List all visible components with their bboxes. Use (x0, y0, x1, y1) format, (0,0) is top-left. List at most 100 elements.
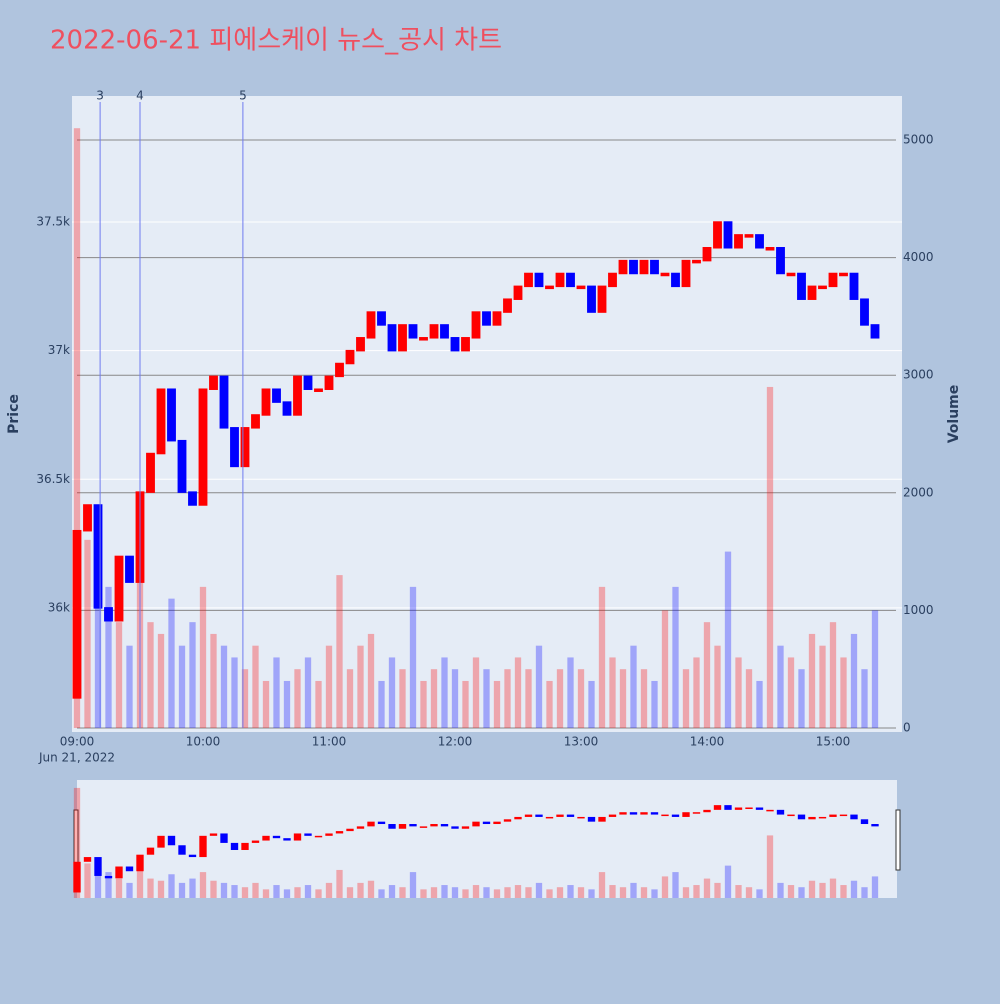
mini-volume-bar (525, 887, 532, 898)
mini-volume-bar (357, 882, 364, 898)
x-subtitle: Jun 21, 2022 (38, 751, 115, 765)
mini-volume-bar (178, 882, 186, 898)
x-tick-label: 10:00 (186, 735, 221, 749)
mini-volume-bar (556, 887, 564, 898)
mini-volume-bar (871, 876, 879, 898)
y-tick-label: 36k (48, 600, 70, 614)
mini-volume-bar (703, 878, 711, 898)
mini-candle-body (346, 828, 354, 832)
mini-candle-body (619, 812, 627, 815)
mini-volume-bar (157, 880, 165, 898)
mini-candle-body (419, 826, 428, 828)
volume-bar (430, 669, 438, 728)
candle-body (860, 298, 869, 326)
candle-body (167, 388, 176, 442)
mini-candle-body (409, 824, 417, 827)
range-slider[interactable] (77, 780, 897, 898)
mini-candle-body (745, 807, 753, 809)
mini-volume-bar (84, 863, 91, 898)
volume-bar (777, 645, 784, 728)
volume-bar (357, 645, 364, 728)
mini-volume-bar (346, 887, 354, 898)
volume-bar (210, 633, 217, 728)
candle-body (125, 555, 134, 583)
mini-candle-body (755, 807, 764, 810)
mini-candle-body (314, 835, 323, 838)
mini-candle-body (115, 866, 123, 879)
mini-candle-body (73, 861, 81, 893)
volume-bar (73, 128, 81, 729)
volume-bar (409, 586, 417, 728)
volume-bar (105, 586, 112, 728)
volume-bar (483, 669, 490, 728)
volume-bar (630, 645, 637, 728)
candle-body (440, 324, 449, 339)
candle-body (429, 324, 439, 339)
volume-bar (273, 657, 280, 728)
candle-body (545, 285, 554, 290)
mini-volume-bar (745, 887, 753, 898)
candle-body (461, 337, 470, 352)
y2-tick-label: 4000 (903, 250, 934, 264)
mini-candle-body (188, 854, 197, 858)
y-tick-label: 37k (48, 343, 70, 357)
mini-volume-bar (409, 872, 417, 898)
mini-volume-bar (682, 887, 690, 898)
event-label: 5 (239, 89, 247, 103)
slider-handle[interactable] (895, 809, 901, 871)
mini-volume-bar (420, 889, 427, 898)
mini-volume-bar (304, 885, 312, 898)
candle-body (293, 375, 302, 416)
candle-body (524, 272, 533, 288)
candle-body (398, 324, 407, 352)
mini-volume-bar (640, 887, 648, 898)
mini-volume-bar (378, 889, 385, 898)
volume-bar (399, 669, 406, 728)
candle-body (177, 439, 187, 493)
y2-tick-label: 0 (903, 721, 911, 735)
chart-title: 2022-06-21 피에스케이 뉴스_공시 차트 (50, 26, 502, 56)
candle-body (282, 401, 292, 416)
mini-candle-body (125, 866, 134, 872)
mini-volume-bar (325, 882, 333, 898)
mini-candle-body (325, 833, 333, 836)
mini-volume-bar (367, 880, 375, 898)
volume-bar (808, 633, 816, 728)
candle-body (818, 285, 827, 290)
candle-body (188, 491, 197, 506)
candle-body (72, 529, 82, 699)
candle-body (450, 337, 460, 352)
candle-body (503, 298, 512, 313)
candle-body (198, 388, 208, 506)
mini-volume-bar (168, 874, 175, 898)
mini-candle-body (209, 833, 218, 836)
volume-bar (829, 622, 837, 728)
mini-volume-bar (472, 885, 480, 898)
mini-candle-body (850, 814, 858, 820)
candle-body (618, 259, 628, 275)
mini-volume-bar (199, 872, 207, 898)
mini-candle-body (356, 826, 365, 829)
volume-bar (294, 669, 301, 728)
mini-volume-bar (661, 876, 669, 898)
candle-body (366, 311, 376, 339)
candle-body (513, 285, 523, 300)
x-tick-label: 14:00 (690, 735, 725, 749)
mini-candle-body (787, 814, 795, 817)
mini-candle-body (199, 835, 207, 858)
candle-body (419, 337, 428, 341)
mini-candle-body (83, 857, 92, 862)
mini-candle-body (692, 812, 701, 814)
mini-candle-body (818, 816, 827, 819)
mini-volume-bar (798, 887, 805, 898)
event-label: 3 (96, 89, 104, 103)
candle-body (597, 285, 607, 313)
volume-bar (619, 669, 627, 728)
y2-tick-label: 5000 (903, 132, 934, 146)
mini-volume-bar (336, 869, 343, 898)
mini-volume-bar (483, 887, 490, 898)
y2-tick-label: 3000 (903, 368, 934, 382)
mini-volume-bar (756, 889, 763, 898)
mini-volume-bar (609, 885, 616, 898)
mini-candle-body (472, 821, 480, 827)
